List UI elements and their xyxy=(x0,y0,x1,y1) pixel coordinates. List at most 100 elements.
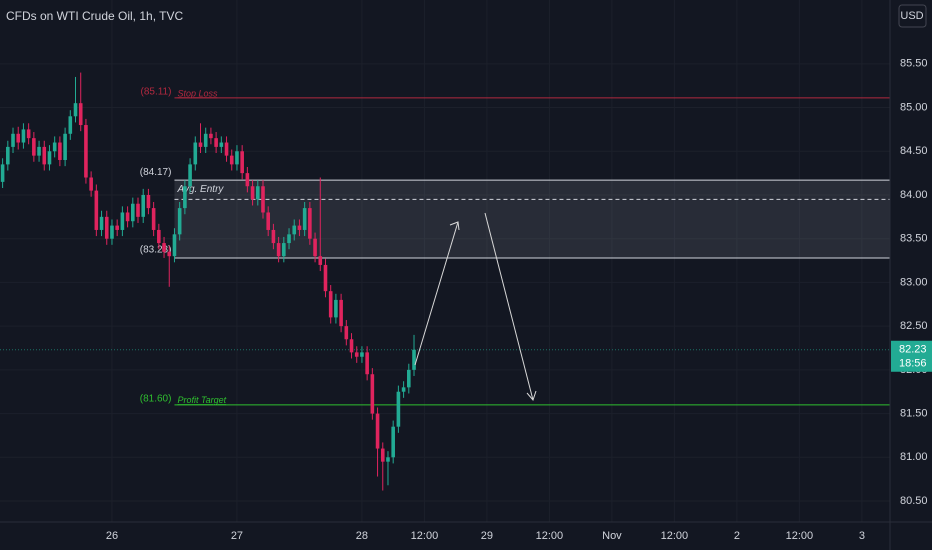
candle-body xyxy=(250,186,255,200)
candle-body xyxy=(287,234,291,244)
candle-body xyxy=(198,142,203,147)
candle-body xyxy=(167,251,172,257)
candle-body xyxy=(302,208,307,230)
candle-body xyxy=(130,203,135,222)
candle-body xyxy=(188,164,192,187)
candle-body xyxy=(183,186,187,209)
candle-body xyxy=(141,194,146,217)
candle-body xyxy=(240,151,244,174)
candle-body xyxy=(229,155,234,165)
entry-label: Avg. Entry xyxy=(176,184,224,195)
candle-body xyxy=(21,129,26,143)
axes: 80.5081.0081.5082.0082.5083.0083.5084.00… xyxy=(106,58,932,542)
x-tick-label: 26 xyxy=(106,530,118,542)
y-tick-label: 82.50 xyxy=(900,320,928,332)
candle-body xyxy=(110,225,114,239)
candle-body xyxy=(245,173,250,187)
candle-body xyxy=(282,243,286,257)
x-tick-label: Nov xyxy=(602,530,622,542)
candle-body xyxy=(32,138,36,156)
arrow-down xyxy=(484,212,534,401)
candle-body xyxy=(214,138,218,147)
candle-body xyxy=(78,103,83,126)
candle-body xyxy=(271,229,276,244)
overlay: (84.17) (83.28) Avg. Entry (85.11) Stop Loss… xyxy=(0,87,890,406)
candle-body xyxy=(151,208,156,230)
candle-body xyxy=(73,103,78,117)
profit-target-value: (81.60) xyxy=(140,393,172,404)
candle-body xyxy=(349,339,354,353)
candle-body xyxy=(172,234,177,257)
chart-title: CFDs on WTI Crude Oil, 1h, TVC xyxy=(6,9,183,23)
candle-body xyxy=(89,177,93,191)
profit-target-name: Profit Target xyxy=(177,395,226,405)
candle-body xyxy=(157,229,161,244)
candle-body xyxy=(11,133,15,147)
x-tick-label: 2 xyxy=(734,530,740,542)
x-tick-label: 3 xyxy=(859,530,865,542)
candle-body xyxy=(401,387,406,392)
y-tick-label: 81.00 xyxy=(900,451,928,463)
y-tick-label: 83.00 xyxy=(900,276,928,288)
candle-body xyxy=(266,212,270,230)
last-price-badge xyxy=(891,340,932,372)
candle-body xyxy=(255,186,260,200)
candle-body xyxy=(412,349,416,370)
candle-body xyxy=(318,256,323,265)
candle-body xyxy=(360,352,364,357)
candle-body xyxy=(292,225,297,235)
candle-body xyxy=(370,374,375,414)
candle-body xyxy=(193,142,198,165)
x-tick-label: 27 xyxy=(231,530,243,542)
candle-body xyxy=(224,142,229,156)
candle-body xyxy=(219,142,224,147)
candle-body xyxy=(63,133,67,161)
candle-body xyxy=(235,151,239,165)
candle-body xyxy=(0,164,5,182)
candle-body xyxy=(94,190,99,230)
candle-body xyxy=(203,133,208,147)
entry-zone xyxy=(174,180,890,258)
y-tick-label: 84.00 xyxy=(900,189,928,201)
candle-body xyxy=(276,243,281,257)
candle-body xyxy=(120,212,125,230)
candle-body xyxy=(339,299,343,327)
candle-body xyxy=(162,243,166,252)
candle-body xyxy=(380,448,385,462)
x-tick-label: 29 xyxy=(481,530,493,542)
candle-body xyxy=(328,291,333,318)
countdown: 18:56 xyxy=(899,358,927,370)
stop-loss-value: (85.11) xyxy=(141,87,172,98)
currency[interactable]: USD xyxy=(900,10,923,22)
candle-body xyxy=(209,133,213,139)
candle-body xyxy=(125,212,130,222)
currency-box[interactable] xyxy=(898,4,927,28)
candle-body xyxy=(16,133,21,143)
y-tick-label: 80.50 xyxy=(900,495,928,507)
x-tick-label: 12:00 xyxy=(536,530,564,542)
candle-body xyxy=(115,225,119,230)
candle-body xyxy=(297,225,302,230)
candle-body xyxy=(136,203,140,217)
candle-body xyxy=(58,142,62,161)
candle-body xyxy=(68,116,73,134)
candle-body xyxy=(177,208,182,235)
x-tick-label: 12:00 xyxy=(661,530,689,542)
candle-body xyxy=(334,299,338,318)
candle-body xyxy=(391,426,395,458)
candle-body xyxy=(313,238,317,257)
candle-body xyxy=(99,216,104,230)
candle-body xyxy=(146,194,151,209)
candle-body xyxy=(407,369,411,388)
arrow-head xyxy=(449,221,460,231)
candles xyxy=(0,72,416,491)
zone-top-label: (84.17) xyxy=(140,167,172,178)
candle-body xyxy=(84,125,88,178)
arrow-up xyxy=(414,221,459,366)
y-tick-label: 85.00 xyxy=(900,101,928,113)
candle-body xyxy=(396,391,401,427)
arrows xyxy=(414,212,537,401)
candle-body xyxy=(42,146,47,165)
